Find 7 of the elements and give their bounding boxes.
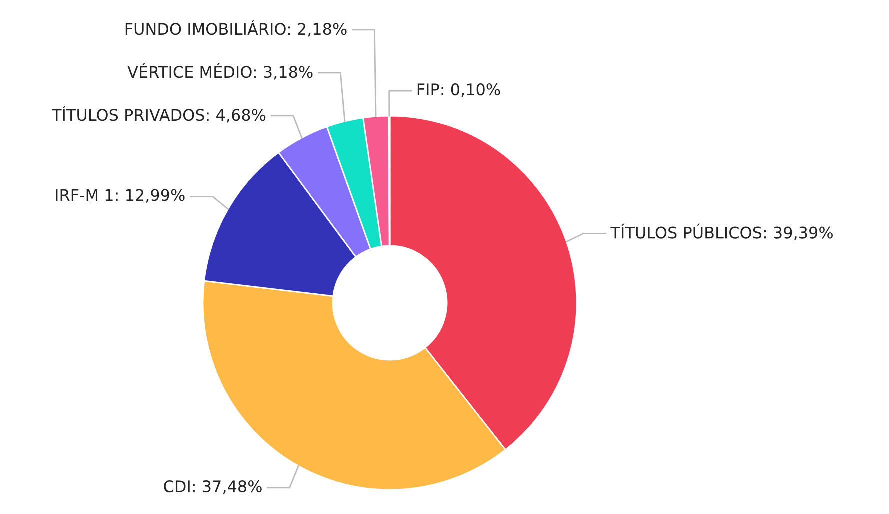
- slice-label: TÍTULOS PÚBLICOS: 39,39%: [610, 224, 833, 240]
- slice-label: VÉRTICE MÉDIO: 3,18%: [128, 63, 313, 80]
- slice-label: FUNDO IMOBILIÁRIO: 2,18%: [126, 20, 347, 37]
- slice-label: FIP: 0,10%: [418, 84, 500, 98]
- slice-label: IRF-M 1: 12,99%: [56, 189, 185, 203]
- slice-label: TÍTULOS PRIVADOS: 4,68%: [52, 106, 266, 123]
- slice-label: CDI: 37,48%: [164, 480, 262, 494]
